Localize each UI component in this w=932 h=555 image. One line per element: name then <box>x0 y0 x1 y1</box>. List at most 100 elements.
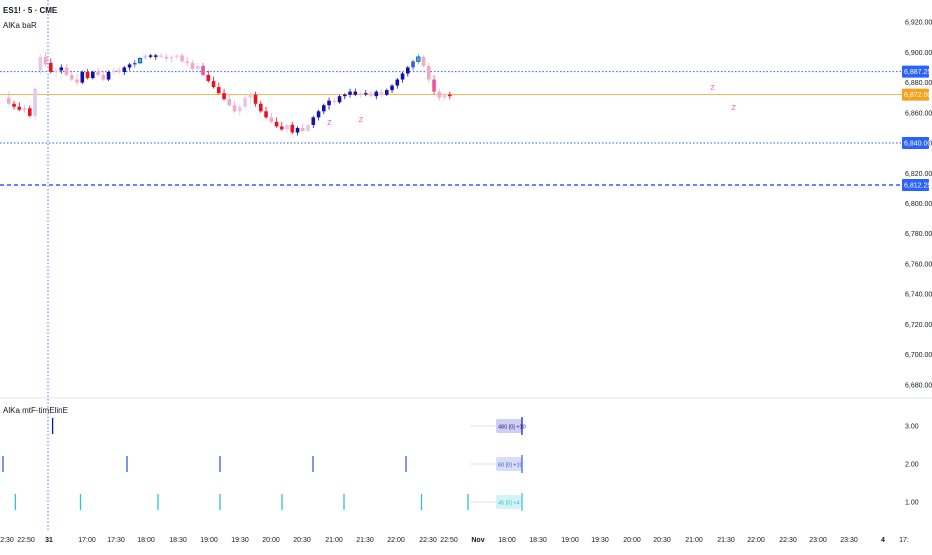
candle <box>133 59 137 68</box>
candle <box>164 53 169 62</box>
candle-body <box>12 103 16 107</box>
candle-body <box>43 56 48 65</box>
candle-body <box>38 56 43 71</box>
y-tick-label: 6,900.00 <box>905 50 932 57</box>
candle-body <box>190 62 195 69</box>
z-marker: Z <box>359 117 364 124</box>
x-tick-label: 2:30 <box>0 537 14 544</box>
x-tick-label: 23:30 <box>840 537 858 544</box>
indicator-main-label[interactable]: AlKa baR <box>3 21 37 30</box>
candle <box>259 100 263 113</box>
candle-body <box>201 65 205 76</box>
candle <box>38 53 43 76</box>
x-tick-label: 22:50 <box>440 537 458 544</box>
x-tick-label: 20:30 <box>293 537 311 544</box>
candle-body <box>91 71 95 79</box>
candle <box>222 88 226 101</box>
candle-body <box>437 91 442 98</box>
x-tick-label: 18:00 <box>137 537 155 544</box>
candle-body <box>332 100 337 103</box>
candle-body <box>7 97 11 104</box>
price-level-label-bg <box>902 88 929 101</box>
candle-body <box>385 90 389 95</box>
candle-body <box>374 91 379 97</box>
candle-body <box>133 62 137 65</box>
candle <box>169 55 174 63</box>
x-tick-label: 20:30 <box>653 537 671 544</box>
indicator-sub-label[interactable]: AlKa mtF-timElinE <box>3 406 68 415</box>
candle <box>206 70 211 83</box>
candle <box>379 88 384 98</box>
x-tick-label: 4 <box>881 537 885 544</box>
candle <box>185 56 190 66</box>
candle <box>33 87 37 121</box>
candle-body <box>185 61 190 63</box>
candle-body <box>379 91 384 95</box>
candle <box>54 67 58 77</box>
candle <box>421 55 426 68</box>
candle-body <box>442 94 447 98</box>
price-level-label: 6,840.00 <box>904 141 931 148</box>
candle <box>117 67 121 74</box>
candle-body <box>169 56 174 59</box>
timeline-label-bg <box>496 495 522 509</box>
candle-body <box>322 105 326 112</box>
x-tick-label: 17:30 <box>107 537 125 544</box>
candle-body <box>143 55 148 59</box>
candle-body <box>137 58 143 64</box>
candle-body <box>448 94 452 97</box>
candle <box>248 91 253 104</box>
candle-body <box>353 91 358 95</box>
candle-body <box>211 81 216 88</box>
candle-body <box>243 97 247 107</box>
price-level-label-bg <box>902 178 929 191</box>
candle <box>306 123 310 133</box>
candle-body <box>290 124 295 133</box>
symbol-title[interactable]: ES1! · 5 · CME <box>3 6 58 15</box>
y-tick-label: 6,880.00 <box>905 80 932 87</box>
candle-body <box>427 65 431 80</box>
candle-body <box>238 106 242 112</box>
price-level-label: 6,872.00 <box>904 92 931 99</box>
candle <box>285 123 289 133</box>
candle-body <box>269 117 274 122</box>
timeline-y-tick-label: 2.00 <box>905 462 919 469</box>
timeline-label: 480 [0] +10 <box>498 425 526 431</box>
candle-body <box>364 93 368 95</box>
candle <box>343 93 347 100</box>
candle-body <box>54 70 58 72</box>
candle <box>175 53 179 60</box>
candle <box>64 64 69 77</box>
candle <box>137 56 143 65</box>
candle-body <box>400 73 405 80</box>
candle-body <box>106 71 111 80</box>
candle <box>211 76 216 89</box>
price-level-label-bg <box>902 65 929 78</box>
candle <box>143 53 148 60</box>
x-tick-label: 20:00 <box>262 537 280 544</box>
candle <box>201 62 205 77</box>
candle <box>180 53 184 63</box>
y-tick-label: 6,780.00 <box>905 231 932 238</box>
candle <box>22 105 27 113</box>
candle-body <box>85 71 90 79</box>
candle-body <box>316 111 321 118</box>
price-level-label: 6,887.25 <box>904 69 931 76</box>
candle <box>337 94 342 104</box>
y-tick-label: 6,820.00 <box>905 171 932 178</box>
candle-body <box>217 87 221 94</box>
candle <box>295 126 300 136</box>
x-tick-label: 22:30 <box>779 537 797 544</box>
candle-body <box>343 94 347 97</box>
x-tick-label: 19:30 <box>591 537 609 544</box>
candle <box>106 70 111 82</box>
candle <box>427 62 431 83</box>
candle <box>327 97 331 110</box>
candle <box>85 68 90 80</box>
price-level-label: 6,812.25 <box>904 182 931 189</box>
candle-body <box>232 105 237 112</box>
candle <box>390 84 394 94</box>
y-tick-label: 6,680.00 <box>905 382 932 389</box>
